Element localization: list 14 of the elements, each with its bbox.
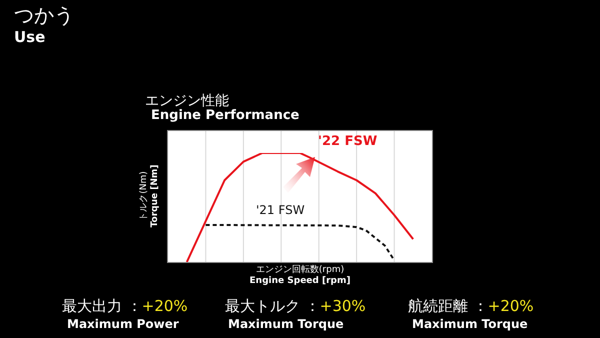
text: エンジン性能	[145, 92, 229, 109]
series-label: '22 FSW	[318, 134, 378, 149]
text: +20%	[142, 297, 188, 315]
y-axis-title: トルク(Nm) Torque [Nm]	[139, 164, 161, 228]
text: Maximum Power	[67, 317, 179, 331]
chart-title: つかう	[14, 2, 74, 29]
text: Engine Performance	[151, 108, 300, 123]
text: Maximum Torque	[412, 317, 528, 331]
x-axis-title: エンジン回転数(rpm) Engine Speed [rpm]	[250, 265, 350, 287]
text: +30%	[320, 297, 366, 315]
text: Maximum Torque	[228, 317, 344, 331]
text: Use	[14, 28, 46, 46]
text: +20%	[488, 297, 534, 315]
series-label: '21 FSW	[256, 203, 305, 217]
